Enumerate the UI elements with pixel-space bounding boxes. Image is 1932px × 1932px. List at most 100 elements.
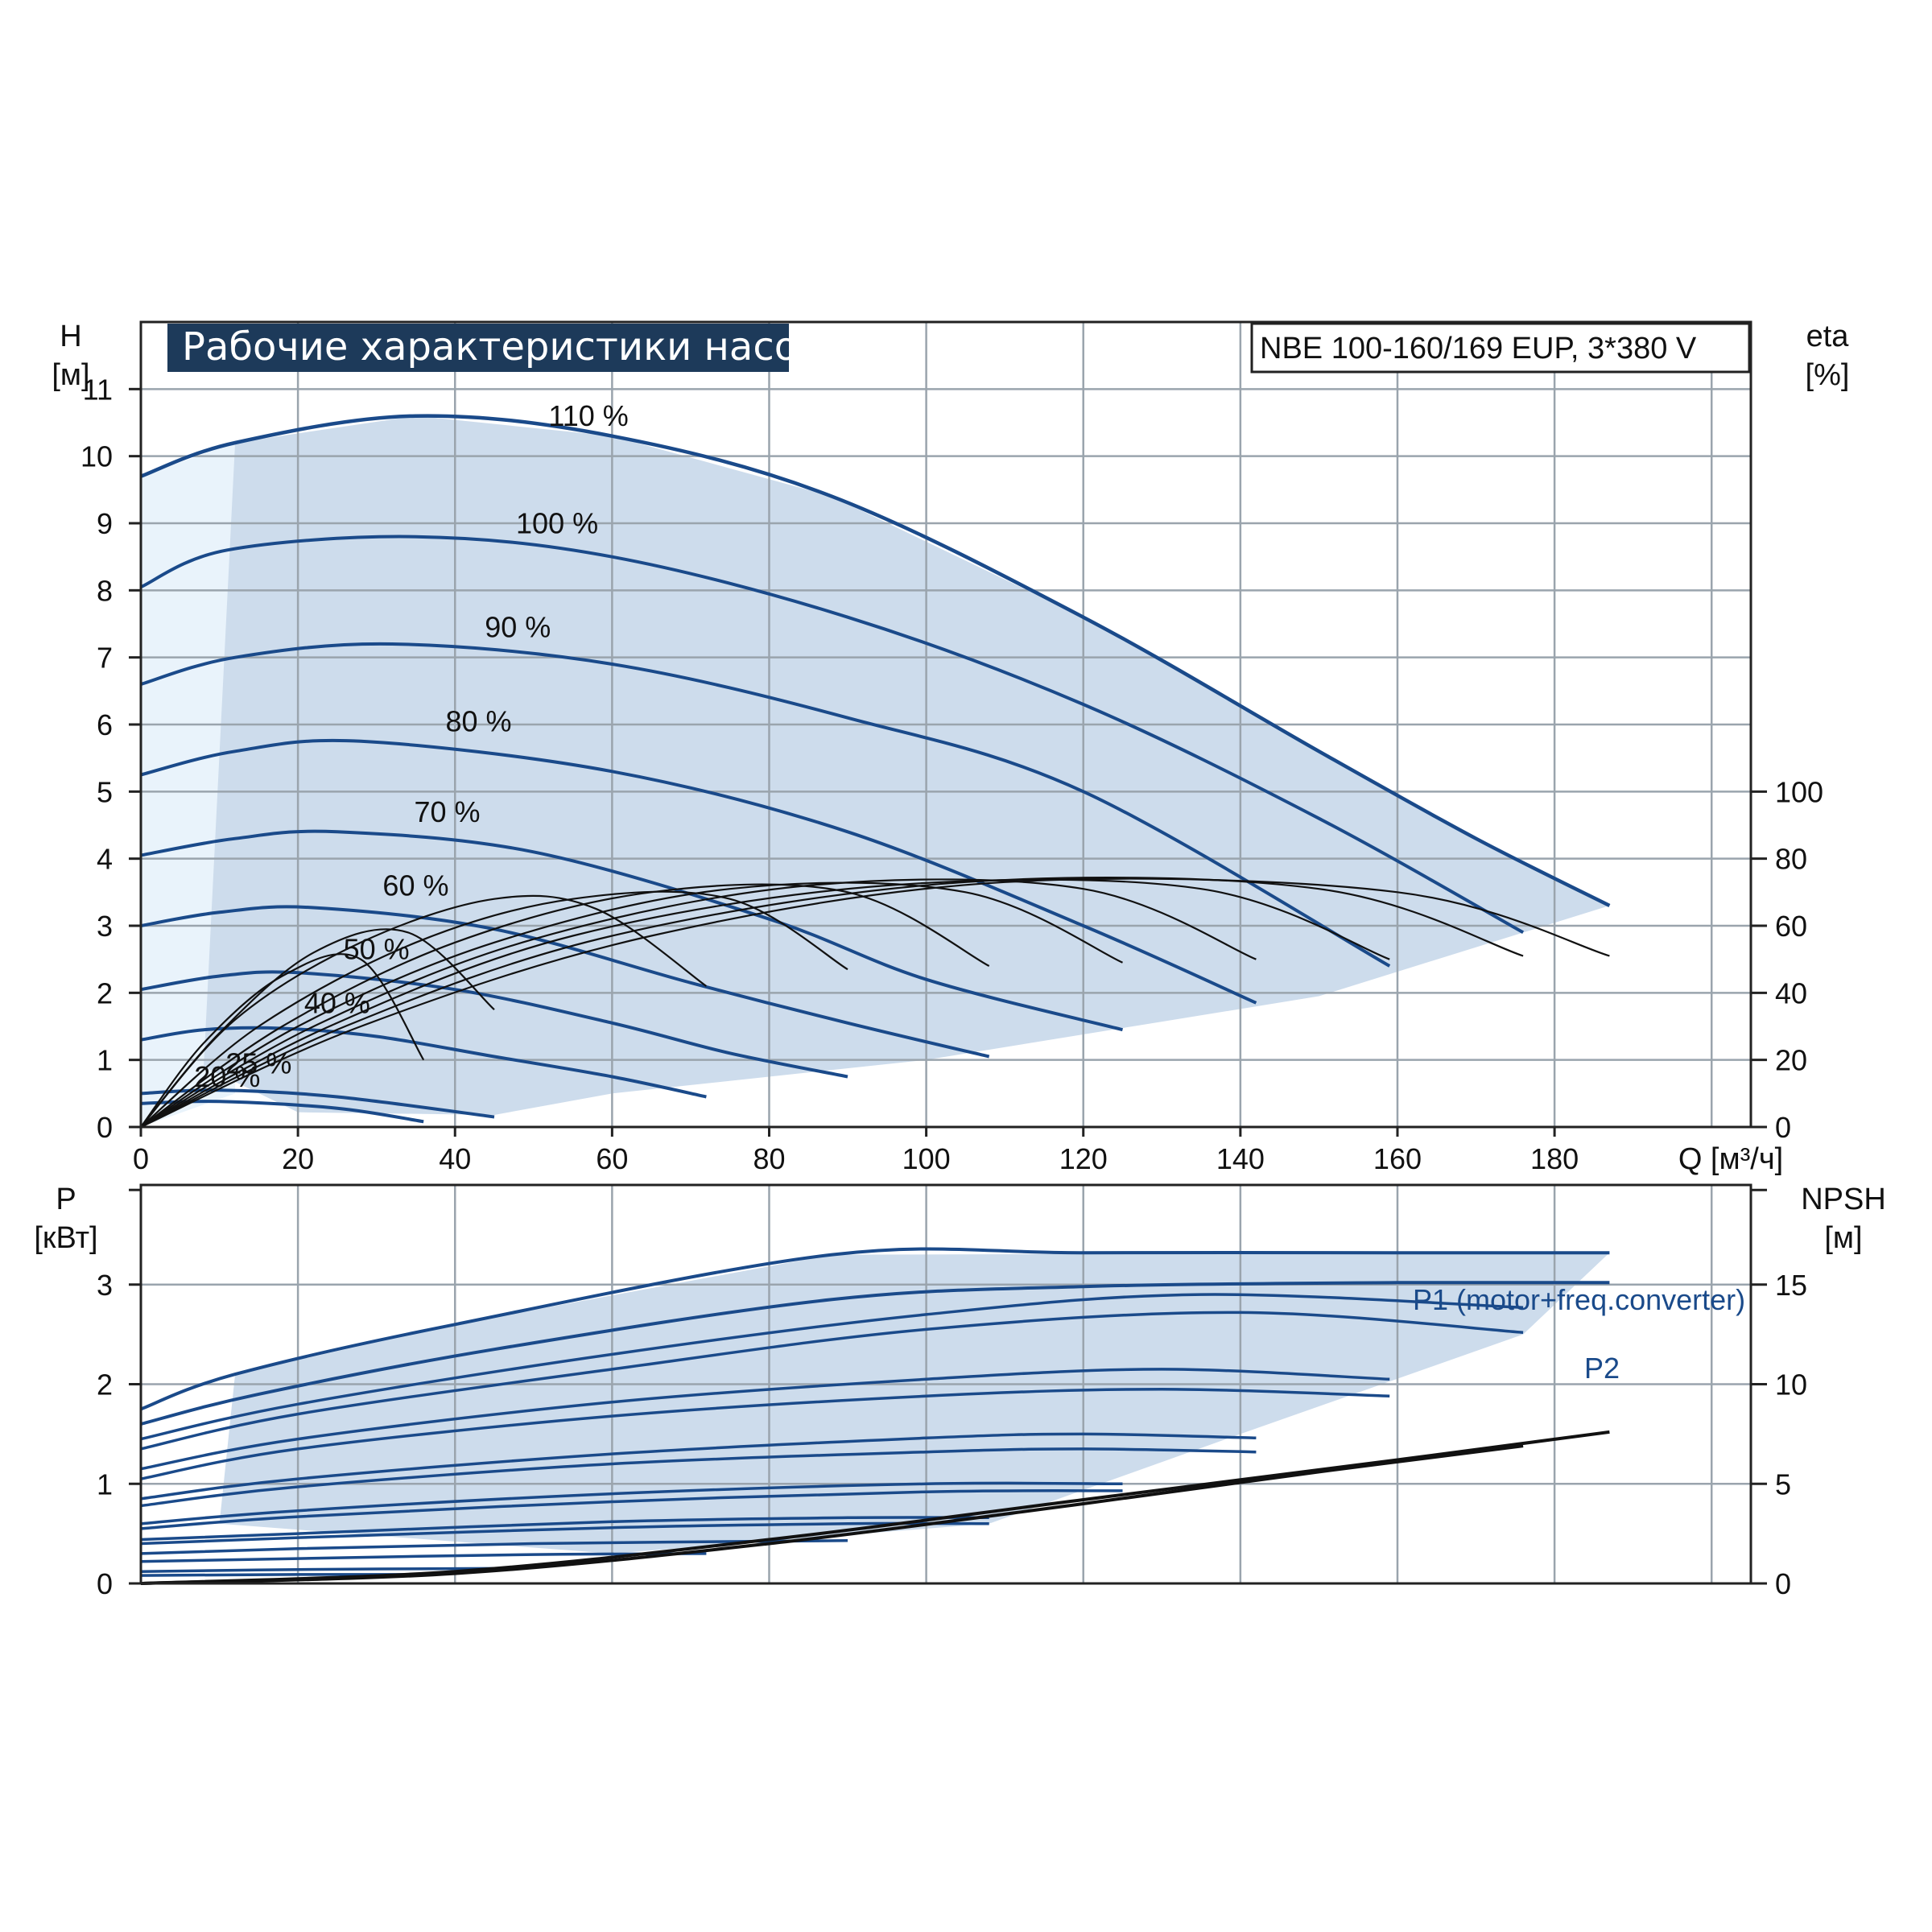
- y-tick-label: 0: [97, 1111, 113, 1144]
- head-curve-70: [140, 829, 1123, 1032]
- y-tick-label: 7: [97, 642, 113, 675]
- x-tick-label: 20: [282, 1142, 314, 1175]
- eta-curve-2: [140, 894, 708, 1128]
- speed-label: 20 %: [194, 1060, 260, 1093]
- power-curve-2: [140, 1293, 1524, 1441]
- npsh-axis-title-line1: NPSH: [1801, 1183, 1886, 1216]
- npsh-tick-label: 0: [1775, 1567, 1791, 1600]
- x-tick-label: 160: [1373, 1142, 1422, 1175]
- head-curve-50: [140, 970, 848, 1079]
- main-band: [204, 415, 1610, 1115]
- npsh-axis-title-line2: [м]: [1824, 1221, 1862, 1255]
- head-curve-110: [140, 414, 1611, 908]
- speed-labels: 110 % 100 % 90 % 80 % 70 % 60 % 50 % 40 % 25 %20…: [194, 399, 629, 1093]
- speed-label: 90 %: [485, 611, 551, 644]
- y-tick-label: 2: [97, 976, 113, 1009]
- power-band: [219, 1253, 1610, 1554]
- power-curve-5: [140, 1387, 1390, 1480]
- y2-axis-title-line1: eta: [1806, 320, 1850, 353]
- eta-curve-5: [140, 881, 1123, 1128]
- power-range-band: [219, 1253, 1610, 1554]
- y2-axis-title-line2: [%]: [1806, 358, 1850, 392]
- chart-title: Рабочие характеристики насоса: [182, 324, 843, 369]
- npsh-tick-label: 10: [1775, 1368, 1807, 1402]
- eta-curve-6: [140, 878, 1257, 1128]
- y-tick-label: 9: [97, 507, 113, 540]
- power-curve-7: [140, 1447, 1257, 1508]
- speed-label: 80 %: [445, 704, 511, 737]
- y-tick-label: 10: [80, 440, 113, 473]
- power-curve-9: [140, 1489, 1123, 1530]
- x-tick-label: 140: [1216, 1142, 1265, 1175]
- x-tick-label: 80: [753, 1142, 785, 1175]
- head-curve-90: [140, 642, 1391, 968]
- y-tick-label: 5: [97, 775, 113, 808]
- speed-label: 60 %: [382, 869, 448, 902]
- speed-label: 70 %: [414, 795, 480, 828]
- y2-tick-label: 100: [1775, 775, 1823, 808]
- x-tick-label: 100: [902, 1142, 951, 1175]
- y2-tick-label: 60: [1775, 910, 1807, 943]
- head-curves: [140, 414, 1611, 1124]
- y-tick-label: 8: [97, 574, 113, 607]
- power-curve-0: [140, 1247, 1610, 1411]
- model-box: [1250, 322, 1751, 374]
- x-tick-label: 120: [1059, 1142, 1108, 1175]
- eta-curve-8: [140, 877, 1524, 1128]
- eta-curve-9: [140, 877, 1610, 1129]
- power-curve-12: [140, 1539, 848, 1555]
- y-tick-label: 4: [97, 843, 113, 876]
- head-curve-80: [140, 738, 1257, 1005]
- power-curve-11: [140, 1521, 989, 1546]
- x-tick-label: 0: [133, 1142, 149, 1175]
- power-axis-title-line1: P: [56, 1183, 76, 1216]
- power-tick-label: 3: [97, 1269, 113, 1302]
- npsh-curves: [140, 1430, 1610, 1585]
- power-curve-10: [140, 1516, 989, 1542]
- speed-label: 110 %: [548, 399, 628, 432]
- y2-tick-label: 0: [1775, 1111, 1791, 1144]
- efficiency-curves: [140, 877, 1610, 1129]
- x-tick-label: 40: [439, 1142, 471, 1175]
- speed-label: 50 %: [344, 933, 410, 966]
- y2-tick-label: 20: [1775, 1044, 1807, 1077]
- y-tick-label: 1: [97, 1044, 113, 1077]
- model-label: NBE 100-160/169 EUP, 3*380 V: [1260, 332, 1697, 365]
- head-curve-100: [140, 535, 1525, 935]
- eta-curve-0: [140, 953, 425, 1128]
- y-tick-label: 11: [83, 373, 113, 406]
- power-curve-4: [140, 1368, 1390, 1471]
- npsh-tick-label: 5: [1775, 1468, 1791, 1501]
- power-axis-title-line2: [кВт]: [34, 1221, 97, 1255]
- legend-p2: P2: [1584, 1352, 1620, 1385]
- y2-tick-label: 40: [1775, 976, 1807, 1009]
- power-tick-label: 1: [97, 1468, 113, 1501]
- power-curve-14: [140, 1567, 495, 1573]
- npsh-tick-label: 15: [1775, 1269, 1807, 1302]
- speed-label: 25 %: [225, 1046, 291, 1080]
- head-curve-40: [140, 1026, 707, 1099]
- y-axis-title-line2: [м]: [52, 358, 89, 392]
- y2-tick-label: 80: [1775, 843, 1807, 876]
- y-tick-label: 6: [97, 708, 113, 741]
- speed-label: 100 %: [516, 507, 598, 540]
- x-tick-label: 180: [1530, 1142, 1579, 1175]
- legend-p1: P1 (motor+freq.converter): [1413, 1283, 1745, 1316]
- x-tick-label: 60: [596, 1142, 628, 1175]
- power-tick-label: 0: [97, 1567, 113, 1600]
- power-curve-8: [140, 1481, 1123, 1525]
- npsh-curve-1: [140, 1444, 1524, 1585]
- eta-curve-7: [140, 878, 1390, 1128]
- speed-label: 40 %: [304, 986, 370, 1019]
- title-box: [167, 324, 789, 372]
- power-curve-1: [140, 1280, 1610, 1426]
- axis-ticks: 0 20 40 60 80 100 120 140 160 1800123456789101102…: [80, 373, 1823, 1600]
- y-axis-title-line1: H: [60, 320, 81, 353]
- y-tick-label: 3: [97, 910, 113, 943]
- power-curve-3: [140, 1311, 1524, 1451]
- head-curve-25: [140, 1088, 495, 1119]
- head-curve-60: [140, 905, 990, 1059]
- power-curves: [140, 1247, 1610, 1577]
- x-axis-title: Q [м³/ч]: [1678, 1142, 1783, 1176]
